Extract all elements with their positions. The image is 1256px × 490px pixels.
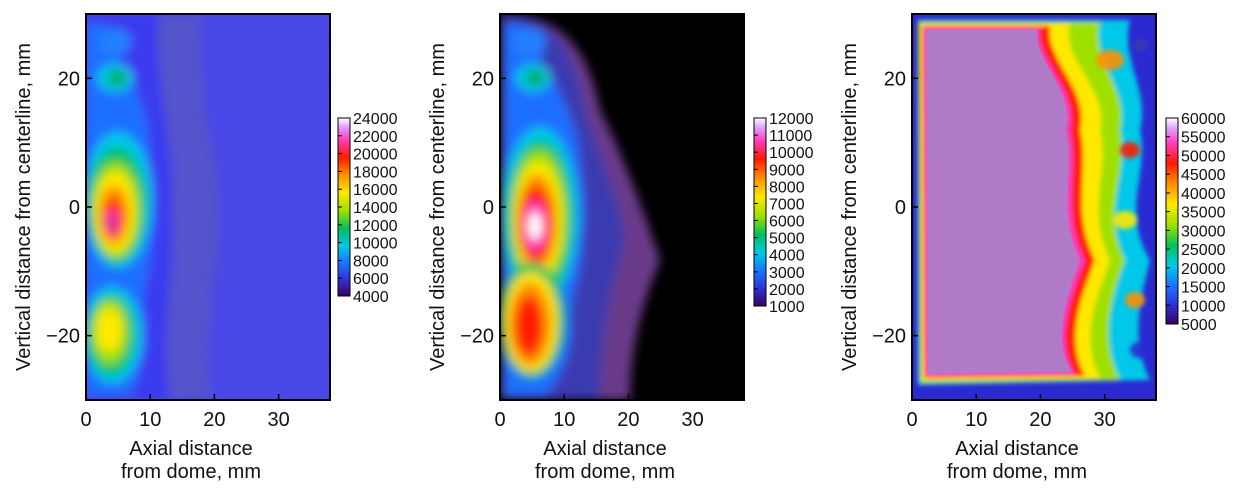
colorbar-label: 6000 xyxy=(769,214,805,231)
colorbar-label: 24000 xyxy=(353,111,398,128)
colorbar-labels-1: 2400022000200001800016000140001200010000… xyxy=(338,111,398,306)
axis-ticks-1: 0 10 20 30 20 0 −20 xyxy=(46,68,290,431)
saturated-region xyxy=(926,30,1080,374)
colorbar-label: 5000 xyxy=(769,231,805,248)
colorbar-label: 7000 xyxy=(769,196,805,213)
x-axis-label-2-line-2: from dome, mm xyxy=(535,461,675,483)
x-tick-label: 10 xyxy=(965,409,987,431)
colorbar-2 xyxy=(753,117,767,307)
colorbar-label: 10000 xyxy=(353,236,398,253)
y-axis-label-2: Vertical distance from centerline, mm xyxy=(427,43,449,371)
x-axis-label-1-line-1: Axial distance xyxy=(129,438,252,460)
colorbar-label: 50000 xyxy=(1181,148,1226,165)
colorbar-label: 9000 xyxy=(769,162,805,179)
colorbar-label: 11000 xyxy=(769,128,812,145)
colorbar-label: 45000 xyxy=(1181,167,1226,184)
x-tick-label: 0 xyxy=(906,409,917,431)
y-axis-label-3: Vertical distance from centerline, mm xyxy=(839,43,861,371)
axis-ticks-2: 0 10 20 30 20 0 −20 xyxy=(460,68,704,431)
x-tick-label: 0 xyxy=(494,409,505,431)
x-tick-label: 20 xyxy=(617,409,639,431)
heatmap-2 xyxy=(500,14,744,400)
y-tick-label: −20 xyxy=(46,326,80,348)
colorbar-label: 35000 xyxy=(1181,205,1226,222)
x-tick-label: 20 xyxy=(203,409,225,431)
colorbar-label: 15000 xyxy=(1181,280,1226,297)
y-tick-label: 0 xyxy=(483,197,494,219)
colorbar-label: 55000 xyxy=(1181,130,1226,147)
colorbar-label: 20000 xyxy=(1181,261,1226,278)
x-tick-label: 30 xyxy=(682,409,704,431)
y-tick-label: −20 xyxy=(460,326,494,348)
colorbar-label: 20000 xyxy=(353,147,398,164)
colorbar-labels-2: 1200011000100009000800070006000500040003… xyxy=(754,111,814,316)
colorbar-label: 4000 xyxy=(769,248,805,265)
panel-3: 0 10 20 30 20 0 −20 Vertical distance from cen… xyxy=(839,13,1226,483)
colorbar-3 xyxy=(1165,117,1179,325)
panel-1: 0 10 20 30 20 0 −20 Vertical distance from cen… xyxy=(13,13,398,483)
x-tick-label: 10 xyxy=(553,409,575,431)
axis-ticks-3: 0 10 20 30 20 0 −20 xyxy=(872,68,1116,431)
panel-2: 0 10 20 30 20 0 −20 Vertical distance from cen… xyxy=(427,13,814,483)
colorbar-label: 60000 xyxy=(1181,111,1226,128)
colorbar-label: 25000 xyxy=(1181,242,1226,259)
colorbar-label: 14000 xyxy=(353,200,398,217)
colorbar-label: 4000 xyxy=(353,289,389,306)
y-tick-label: −20 xyxy=(872,326,906,348)
x-axis-label-2-line-1: Axial distance xyxy=(543,438,666,460)
colorbar-label: 12000 xyxy=(769,111,814,128)
y-tick-label: 20 xyxy=(472,68,494,90)
y-tick-label: 20 xyxy=(884,68,906,90)
colorbar-label: 8000 xyxy=(769,179,805,196)
x-axis-label-3-line-1: Axial distance xyxy=(955,438,1078,460)
heatmap-3 xyxy=(912,14,1156,400)
colorbar-label: 22000 xyxy=(353,129,398,146)
x-tick-label: 20 xyxy=(1029,409,1051,431)
colorbar-label: 1000 xyxy=(769,299,805,316)
x-tick-label: 30 xyxy=(268,409,290,431)
colorbar-label: 2000 xyxy=(769,282,805,299)
colorbar-label: 3000 xyxy=(769,265,805,282)
heatmap-1 xyxy=(86,14,330,400)
x-axis-label-1-line-2: from dome, mm xyxy=(121,461,261,483)
x-tick-label: 30 xyxy=(1094,409,1116,431)
colorbar-label: 8000 xyxy=(353,253,389,270)
colorbar-label: 30000 xyxy=(1181,223,1226,240)
colorbar-label: 6000 xyxy=(353,271,389,288)
x-tick-label: 10 xyxy=(139,409,161,431)
x-tick-label: 0 xyxy=(80,409,91,431)
colorbar-label: 16000 xyxy=(353,182,398,199)
colorbar-label: 5000 xyxy=(1181,317,1217,334)
x-axis-label-3-line-2: from dome, mm xyxy=(947,461,1087,483)
colorbar-label: 18000 xyxy=(353,164,398,181)
colorbar-label: 12000 xyxy=(353,218,398,235)
colorbar-label: 10000 xyxy=(769,145,814,162)
y-axis-label-1: Vertical distance from centerline, mm xyxy=(13,43,35,371)
y-tick-label: 0 xyxy=(69,197,80,219)
colorbar-label: 10000 xyxy=(1181,298,1226,315)
colorbar-label: 40000 xyxy=(1181,186,1226,203)
y-tick-label: 20 xyxy=(58,68,80,90)
y-tick-label: 0 xyxy=(895,197,906,219)
